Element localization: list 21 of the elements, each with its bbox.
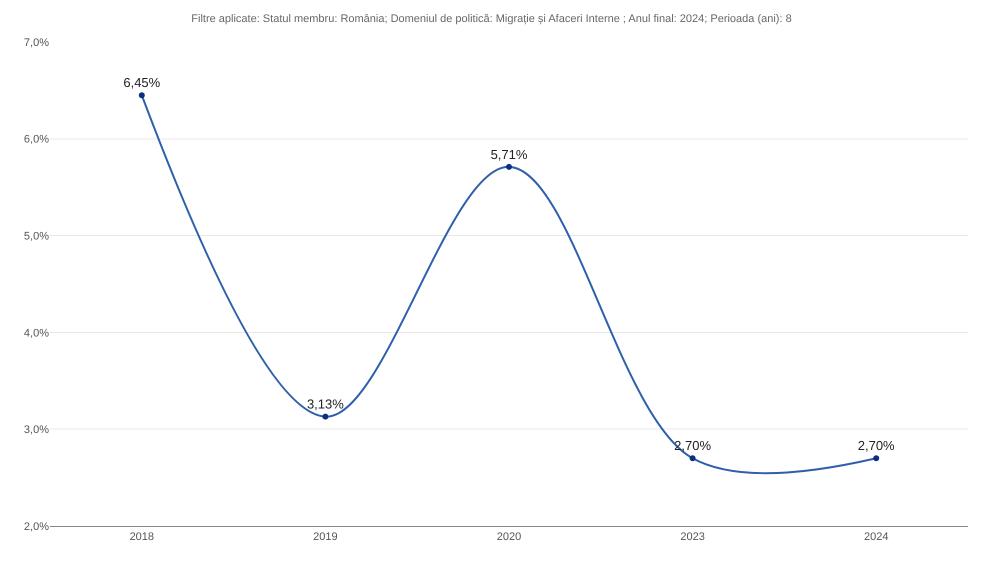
point: [690, 455, 696, 462]
chart-subtitle: Filtre aplicate: Statul membru: România; Domeniul de politică: Migrație și Afaceri Interne ; Anul final: 2024; Perioada (ani): 8: [191, 12, 792, 25]
data-label: 5,71%: [490, 146, 528, 162]
x-tick-label: 2018: [130, 531, 154, 544]
x-tick-label: 2019: [313, 531, 338, 544]
y-tick-label: 4,0%: [24, 327, 50, 340]
y-tick-label: 7,0%: [24, 36, 50, 49]
point: [322, 414, 328, 420]
y-tick-label: 6,0%: [24, 134, 50, 146]
y-tick-label: 3,0%: [24, 424, 50, 436]
data-label: 6,45%: [123, 75, 161, 90]
data-label: 2,70%: [858, 438, 896, 454]
data-label: 3,13%: [306, 396, 344, 412]
x-tick-label: 2020: [496, 531, 522, 544]
x-tick-label: 2024: [864, 531, 888, 544]
point: [506, 164, 512, 170]
x-tick-label: 2023: [680, 531, 705, 544]
y-tick-label: 5,0%: [24, 230, 50, 242]
point: [138, 92, 145, 98]
point: [873, 455, 880, 462]
y-tick-label: 2,0%: [24, 520, 50, 533]
